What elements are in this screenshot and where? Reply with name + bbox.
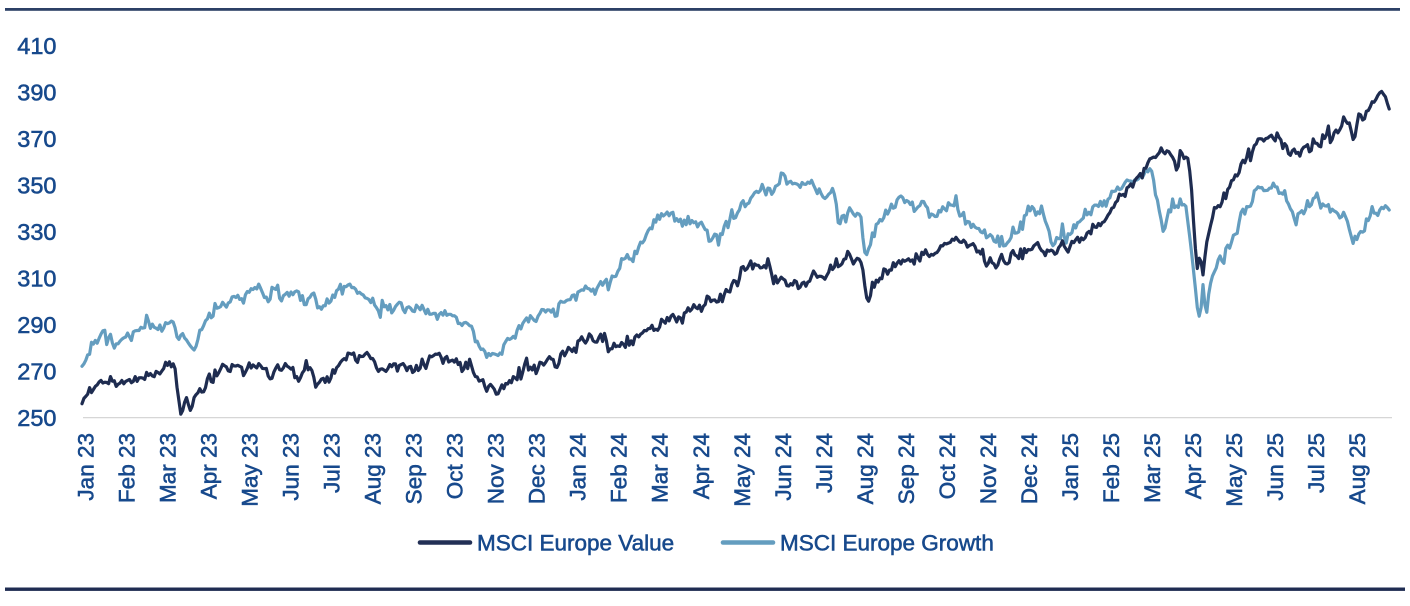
svg-text:Sep 24: Sep 24 [894, 433, 919, 504]
svg-text:Jan 25: Jan 25 [1058, 433, 1083, 501]
svg-text:Jul 25: Jul 25 [1304, 433, 1329, 493]
svg-text:Oct 24: Oct 24 [935, 433, 960, 499]
svg-text:MSCI Europe Growth: MSCI Europe Growth [780, 531, 994, 556]
svg-text:Aug 24: Aug 24 [853, 433, 878, 504]
svg-text:Aug 25: Aug 25 [1345, 433, 1370, 504]
svg-text:290: 290 [17, 312, 56, 338]
svg-text:Jan 23: Jan 23 [73, 433, 98, 501]
svg-text:Jan 24: Jan 24 [566, 433, 591, 501]
svg-text:MSCI Europe Value: MSCI Europe Value [477, 531, 674, 556]
svg-text:May 25: May 25 [1222, 433, 1247, 507]
svg-text:Jun 24: Jun 24 [771, 433, 796, 501]
svg-text:410: 410 [17, 33, 56, 59]
svg-text:Jun 23: Jun 23 [278, 433, 303, 501]
svg-text:Apr 25: Apr 25 [1181, 433, 1206, 499]
svg-text:Nov 23: Nov 23 [484, 433, 509, 504]
svg-text:Jun 25: Jun 25 [1263, 433, 1288, 501]
svg-text:Feb 23: Feb 23 [114, 433, 139, 503]
svg-text:Jul 23: Jul 23 [320, 433, 345, 493]
svg-text:Jul 24: Jul 24 [812, 433, 837, 493]
svg-text:250: 250 [17, 405, 56, 431]
svg-text:350: 350 [17, 173, 56, 199]
svg-text:Feb 25: Feb 25 [1099, 433, 1124, 503]
svg-text:330: 330 [17, 219, 56, 245]
svg-text:Apr 24: Apr 24 [689, 433, 714, 499]
svg-text:May 23: May 23 [237, 433, 262, 507]
svg-text:Dec 24: Dec 24 [1017, 433, 1042, 504]
svg-text:310: 310 [17, 266, 56, 292]
svg-text:Sep 23: Sep 23 [402, 433, 427, 504]
svg-text:Feb 24: Feb 24 [607, 433, 632, 503]
svg-text:Apr 23: Apr 23 [196, 433, 221, 499]
svg-text:390: 390 [17, 80, 56, 106]
svg-text:Mar 24: Mar 24 [648, 433, 673, 503]
svg-text:Mar 23: Mar 23 [155, 433, 180, 503]
svg-text:Aug 23: Aug 23 [361, 433, 386, 504]
svg-text:Nov 24: Nov 24 [976, 433, 1001, 504]
svg-text:270: 270 [17, 359, 56, 385]
svg-text:Oct 23: Oct 23 [443, 433, 468, 499]
svg-text:Dec 23: Dec 23 [525, 433, 550, 504]
svg-text:Mar 25: Mar 25 [1140, 433, 1165, 503]
svg-text:May 24: May 24 [730, 433, 755, 507]
svg-text:370: 370 [17, 126, 56, 152]
